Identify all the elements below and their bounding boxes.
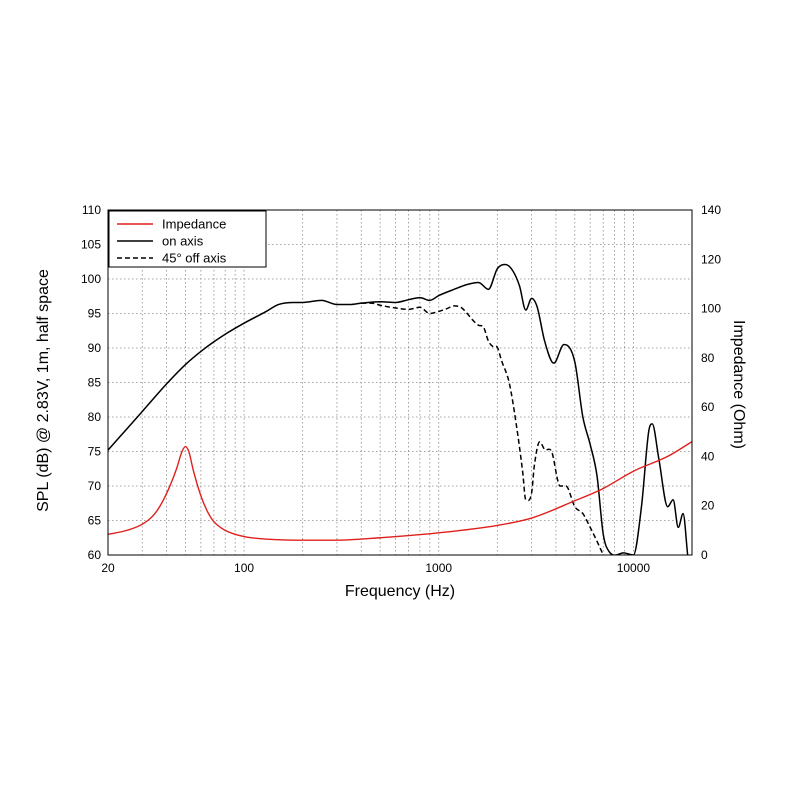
y-left-tick-label: 80 <box>88 410 102 424</box>
y-left-tick-label: 60 <box>88 548 102 562</box>
y-left-tick-label: 95 <box>88 307 102 321</box>
legend-label: 45° off axis <box>162 251 227 266</box>
series-line-impedance <box>108 441 692 541</box>
y-left-tick-label: 105 <box>81 238 101 252</box>
x-tick-label: 10000 <box>617 561 651 575</box>
tick-labels: 60 65 70 75 80 85 90 95 100 105 110 0 20 40 60 80 100 120… <box>81 203 721 575</box>
y-left-tick-label: 100 <box>81 272 101 286</box>
series-line-45-off-axis <box>361 302 604 555</box>
y-right-tick-label: 0 <box>701 548 708 562</box>
x-tick-label: 1000 <box>425 561 452 575</box>
y-right-tick-label: 140 <box>701 203 721 217</box>
y-right-tick-label: 100 <box>701 302 721 316</box>
legend-label: on axis <box>162 234 204 249</box>
y-right-tick-label: 80 <box>701 351 715 365</box>
y-left-tick-label: 85 <box>88 376 102 390</box>
y-right-tick-label: 40 <box>701 449 715 463</box>
y-axis-right-label: Impedance (Ohm) <box>730 320 747 449</box>
legend-label: Impedance <box>162 217 226 232</box>
y-axis-left-label: SPL (dB) @ 2.83V, 1m, half space <box>35 269 52 512</box>
legend: Impedance on axis 45° off axis <box>108 210 267 268</box>
series-line-on-axis <box>108 263 689 555</box>
y-right-tick-label: 120 <box>701 252 721 266</box>
y-left-tick-label: 70 <box>88 479 102 493</box>
y-left-tick-label: 90 <box>88 341 102 355</box>
plot-frame <box>107 209 693 556</box>
y-left-tick-label: 65 <box>88 514 102 528</box>
y-left-tick-label: 75 <box>88 445 102 459</box>
series-layer <box>108 263 692 555</box>
y-left-tick-label: 110 <box>82 203 101 217</box>
y-right-tick-label: 20 <box>701 499 715 513</box>
y-right-tick-label: 60 <box>701 400 715 414</box>
x-tick-label: 100 <box>234 561 254 575</box>
x-tick-label: 20 <box>101 561 115 575</box>
x-axis-label: Frequency (Hz) <box>345 583 455 600</box>
